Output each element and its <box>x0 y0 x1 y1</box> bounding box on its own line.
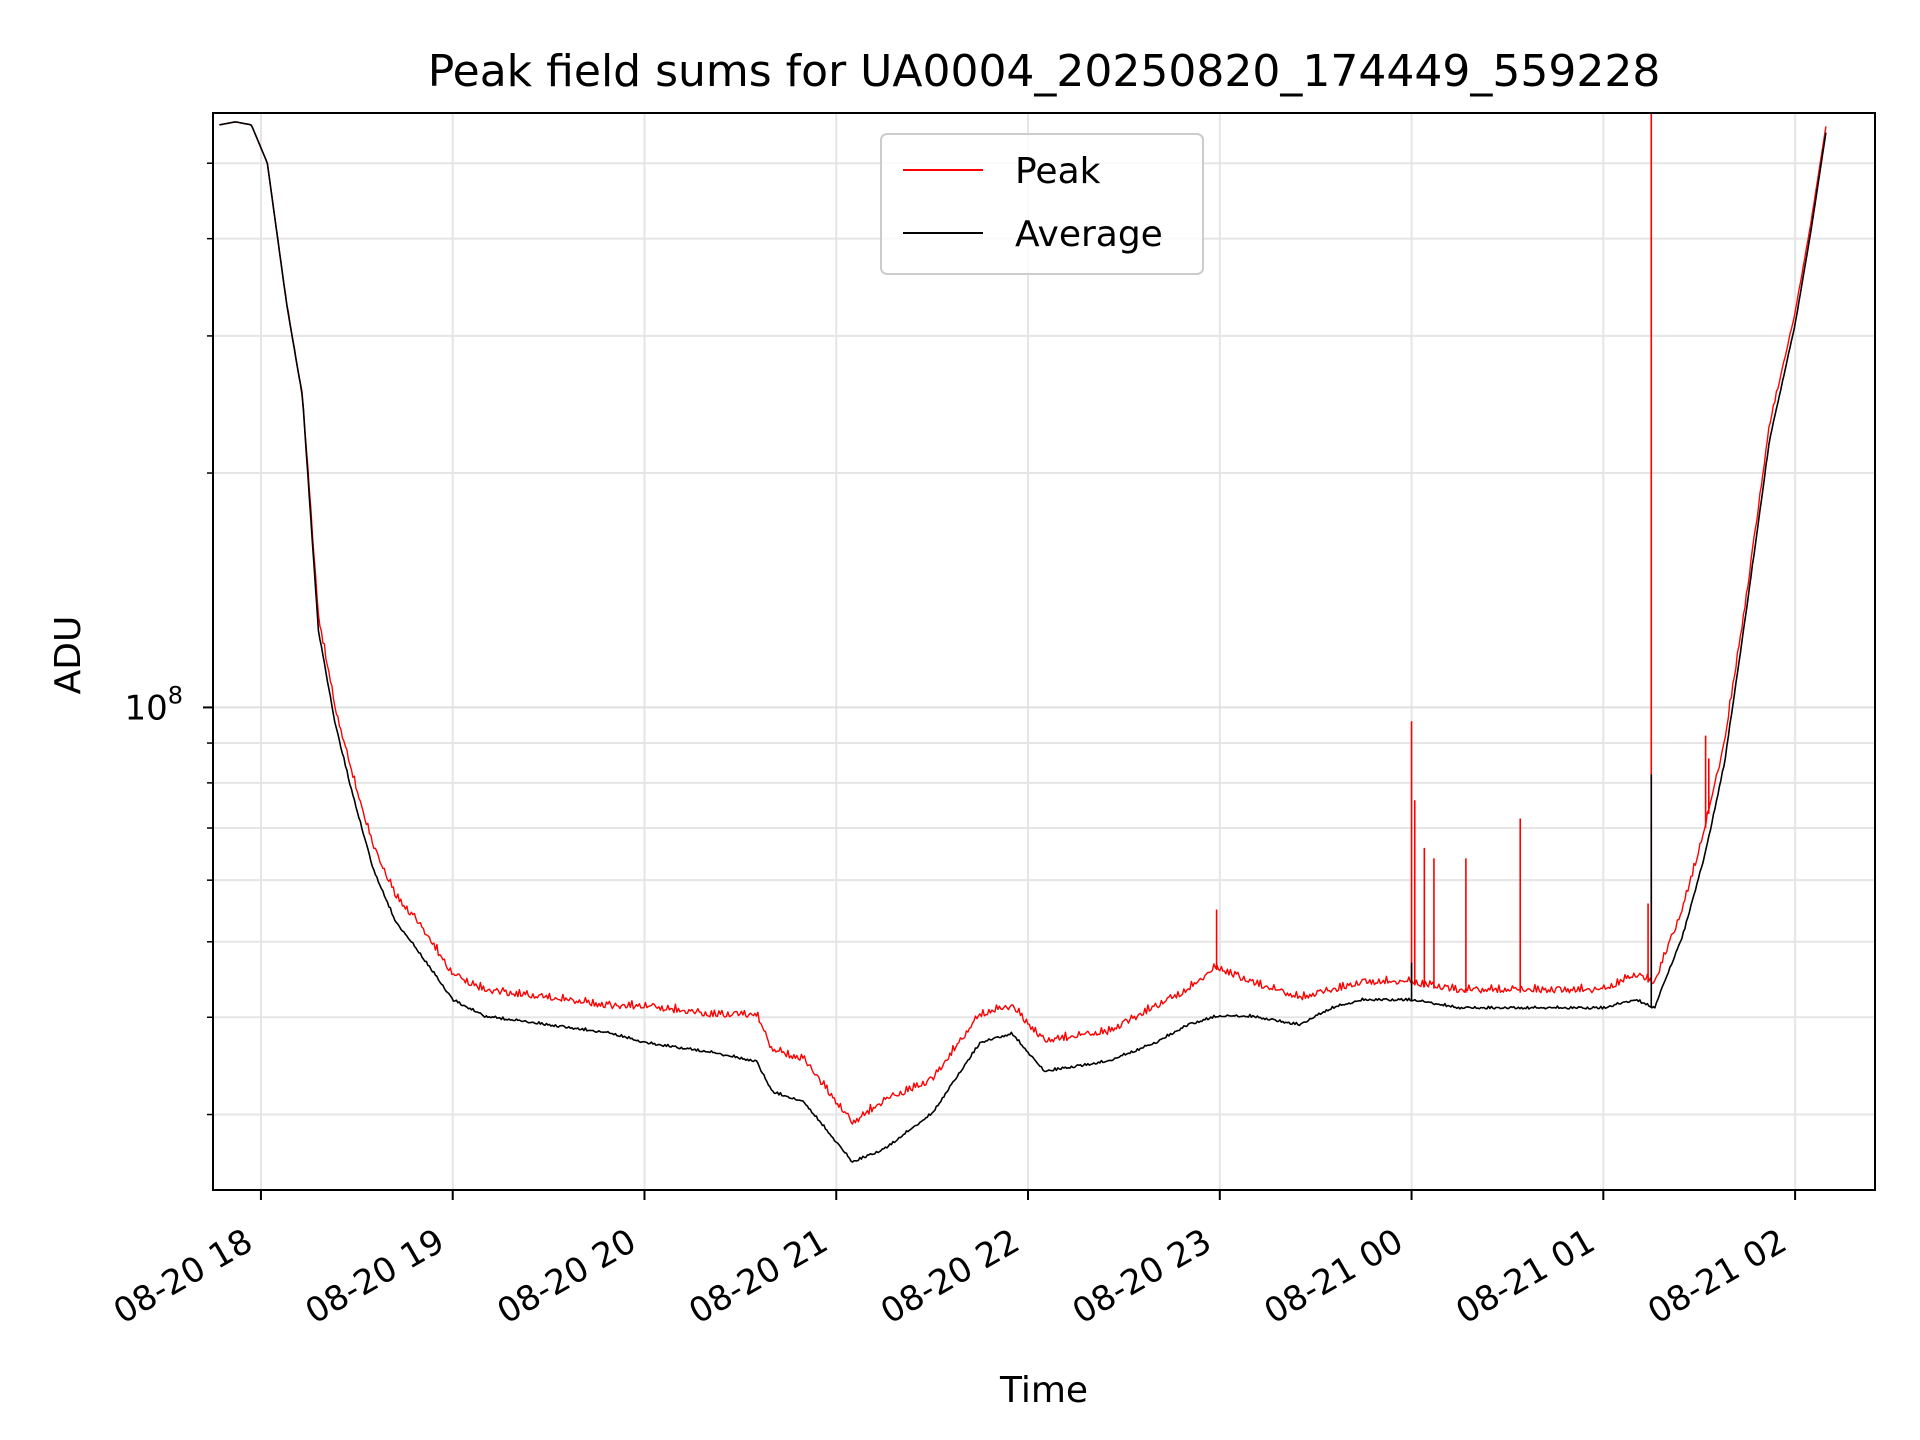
legend-label-peak: Peak <box>1015 151 1101 192</box>
series-line-peak <box>219 121 1827 1125</box>
legend: Peak Average <box>880 133 1204 275</box>
grid <box>213 113 1875 1190</box>
series-line-average <box>219 121 1827 1163</box>
plot-series <box>219 113 1827 1163</box>
y-axis-title: ADU <box>48 616 89 695</box>
y-tick-label: 108 <box>124 681 183 728</box>
plot-frame <box>212 112 1876 1191</box>
x-axis-title: Time <box>999 1370 1088 1411</box>
legend-label-average: Average <box>1015 214 1163 255</box>
chart-title: Peak field sums for UA0004_20250820_1744… <box>428 46 1661 97</box>
